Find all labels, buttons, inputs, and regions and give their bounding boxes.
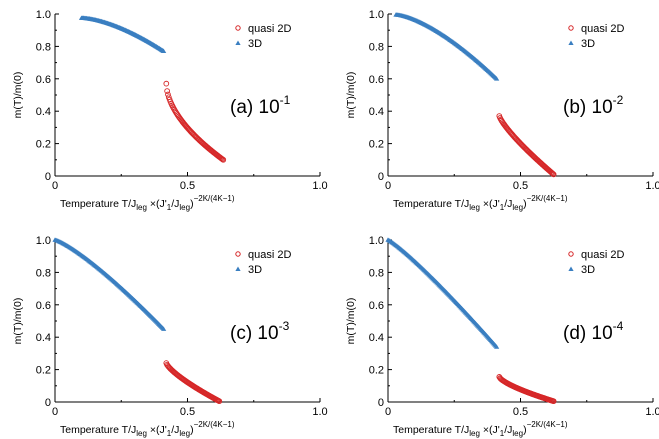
y-tick-label: 0.2 [36, 139, 51, 151]
panel-label: (d) 10-4 [563, 319, 624, 344]
y-tick-label: 0.6 [369, 74, 384, 86]
data-point-quasi-2d [165, 91, 171, 98]
legend-label-3d: 3D [248, 264, 262, 276]
y-axis-label: m(T)/m(0) [345, 298, 357, 345]
legend-marker-quasi-2d [568, 251, 574, 257]
y-axis-label: m(T)/m(0) [12, 72, 24, 119]
legend-marker-3d [568, 40, 574, 45]
legend-label-quasi-2d: quasi 2D [581, 249, 624, 261]
legend-label-quasi-2d: quasi 2D [248, 23, 291, 35]
y-tick-label: 0.8 [36, 41, 51, 53]
x-axis-label: Temperature T/Jleg ×(J'1/Jleg)−2K/(4K−1) [60, 194, 235, 212]
x-tick-label: 0.5 [180, 406, 195, 418]
y-tick-label: 0.4 [36, 106, 51, 118]
panel-label: (b) 10-2 [563, 93, 624, 118]
chart-panel-1: 0 0.2 0.4 0.6 0.8 1.0 0 0.5 1.0 m(T)/m(0) Temperat… [12, 9, 328, 212]
legend-marker-3d [235, 40, 241, 45]
data-point-quasi-2d [163, 80, 170, 87]
y-tick-label: 0.6 [36, 300, 51, 312]
panel-label: (c) 10-3 [230, 319, 290, 344]
chart-panel-3: 0 0.2 0.4 0.6 0.8 1.0 0 0.5 1.0 m(T)/m(0) Temperat… [12, 235, 328, 438]
x-tick-label: 0 [52, 406, 58, 418]
x-axis-label: Temperature T/Jleg ×(J'1/Jleg)−2K/(4K−1) [393, 194, 568, 212]
y-tick-label: 0.8 [369, 41, 384, 53]
chart-panel-4: 0 0.2 0.4 0.6 0.8 1.0 0 0.5 1.0 m(T)/m(0) Temperat… [345, 235, 659, 438]
x-axis-label: Temperature T/Jleg ×(J'1/Jleg)−2K/(4K−1) [393, 420, 568, 438]
legend-label-quasi-2d: quasi 2D [581, 23, 624, 35]
y-tick-label: 0 [378, 397, 384, 409]
y-tick-label: 0 [45, 171, 51, 183]
data-point-quasi-2d [550, 171, 557, 178]
y-tick-label: 1.0 [369, 235, 384, 247]
data-point-quasi-2d [220, 156, 227, 163]
data-point-3d [494, 76, 500, 81]
y-tick-label: 1.0 [36, 235, 51, 247]
x-tick-label: 0 [385, 180, 391, 192]
legend-label-3d: 3D [581, 38, 595, 50]
data-point-quasi-2d [549, 170, 556, 177]
x-tick-label: 1.0 [312, 406, 327, 418]
legend-marker-3d [235, 266, 241, 271]
data-point-quasi-2d [550, 398, 557, 405]
y-tick-label: 0.2 [369, 365, 384, 377]
x-tick-label: 0.5 [513, 180, 528, 192]
data-point-quasi-2d [218, 155, 225, 162]
x-tick-label: 1.0 [645, 406, 659, 418]
x-tick-label: 1.0 [312, 180, 327, 192]
y-tick-label: 0 [378, 171, 384, 183]
data-point-quasi-2d [216, 398, 223, 405]
legend-marker-quasi-2d [235, 25, 241, 31]
y-tick-label: 0.2 [369, 139, 384, 151]
y-tick-label: 0.4 [369, 106, 384, 118]
y-tick-label: 0.4 [369, 332, 384, 344]
y-axis-label: m(T)/m(0) [12, 298, 24, 345]
y-axis-label: m(T)/m(0) [345, 72, 357, 119]
y-tick-label: 0.8 [369, 267, 384, 279]
legend-marker-quasi-2d [235, 251, 241, 257]
data-point-3d [161, 326, 167, 331]
y-tick-label: 1.0 [369, 9, 384, 21]
y-tick-label: 1.0 [36, 9, 51, 21]
y-tick-label: 0.8 [36, 267, 51, 279]
legend-label-3d: 3D [581, 264, 595, 276]
panel-label: (a) 10-1 [230, 93, 291, 118]
x-tick-label: 1.0 [645, 180, 659, 192]
x-tick-label: 0 [52, 180, 58, 192]
legend-label-3d: 3D [248, 38, 262, 50]
x-tick-label: 0.5 [513, 406, 528, 418]
data-point-quasi-2d [219, 156, 226, 163]
y-tick-label: 0 [45, 397, 51, 409]
data-point-3d [494, 344, 500, 349]
chart-panel-2: 0 0.2 0.4 0.6 0.8 1.0 0 0.5 1.0 m(T)/m(0) Temperat… [345, 9, 659, 212]
y-tick-label: 0.6 [36, 74, 51, 86]
legend-marker-3d [568, 266, 574, 271]
y-tick-label: 0.6 [369, 300, 384, 312]
data-point-quasi-2d [549, 170, 555, 176]
x-axis-label: Temperature T/Jleg ×(J'1/Jleg)−2K/(4K−1) [60, 420, 235, 438]
y-tick-label: 0.4 [36, 332, 51, 344]
y-tick-label: 0.2 [36, 365, 51, 377]
legend-marker-quasi-2d [568, 25, 574, 31]
legend-label-quasi-2d: quasi 2D [248, 249, 291, 261]
x-tick-label: 0.5 [180, 180, 195, 192]
data-point-quasi-2d [164, 88, 170, 94]
x-tick-label: 0 [385, 406, 391, 418]
data-point-3d [161, 48, 167, 54]
